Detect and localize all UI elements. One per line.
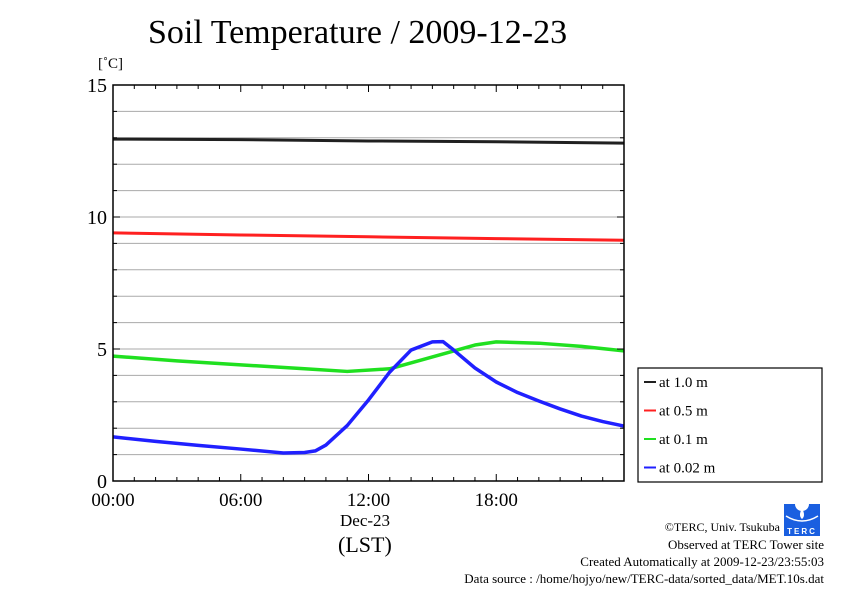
legend-label: at 0.02 m bbox=[659, 461, 716, 477]
plot-frame bbox=[112, 84, 625, 482]
observed-text: Observed at TERC Tower site bbox=[667, 537, 824, 552]
legend-box bbox=[637, 367, 823, 483]
x-tick-label: 00:00 bbox=[91, 490, 134, 511]
y-tick-label: 15 bbox=[87, 75, 107, 97]
x-tick-label: 06:00 bbox=[219, 490, 262, 511]
series-line-at-0-1-m bbox=[112, 340, 625, 374]
created-text: Created Automatically at 2009-12-23/23:5… bbox=[580, 554, 824, 569]
x-axis-label: (LST) bbox=[338, 532, 392, 557]
chart-title: Soil Temperature / 2009-12-23 bbox=[148, 14, 568, 51]
legend-label: at 1.0 m bbox=[659, 375, 708, 391]
legend-label: at 0.5 m bbox=[659, 404, 708, 420]
y-tick-label: 5 bbox=[97, 339, 107, 361]
y-axis-unit: [˚C] bbox=[98, 56, 123, 72]
series-line-at-0-02-m bbox=[112, 339, 625, 455]
series-line-at-1-0-m bbox=[112, 137, 625, 145]
date-label: Dec-23 bbox=[340, 511, 391, 530]
x-tick-label: 18:00 bbox=[475, 490, 518, 511]
series-line-at-0-5-m bbox=[112, 231, 625, 242]
data-source-text: Data source : /home/hojyo/new/TERC-data/… bbox=[464, 571, 824, 586]
y-tick-label: 0 bbox=[97, 471, 107, 493]
copyright-text: ©TERC, Univ. Tsukuba bbox=[664, 520, 780, 534]
y-tick-label: 10 bbox=[87, 207, 107, 229]
x-tick-label: 12:00 bbox=[347, 490, 390, 511]
terc-logo: TERC bbox=[784, 497, 820, 536]
legend-label: at 0.1 m bbox=[659, 432, 708, 448]
svg-text:TERC: TERC bbox=[787, 527, 817, 536]
